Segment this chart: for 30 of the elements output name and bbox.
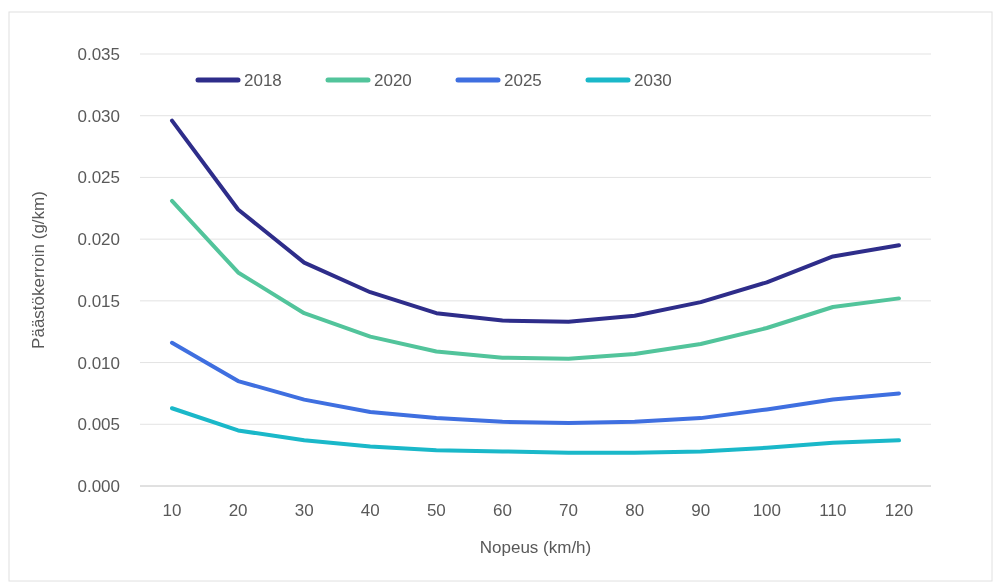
legend-label: 2025 — [504, 70, 542, 90]
y-tick-label: 0.020 — [77, 230, 120, 250]
x-tick-label: 110 — [819, 501, 847, 520]
line-series — [170, 406, 901, 455]
y-tick-label: 0.000 — [77, 476, 120, 496]
x-tick-label: 10 — [162, 501, 182, 520]
y-tick-label: 0.030 — [77, 106, 120, 126]
y-tick-label: 0.015 — [77, 291, 120, 311]
x-tick-label: 60 — [492, 501, 512, 520]
x-tick-label: 70 — [559, 501, 579, 520]
x-tick-label: 90 — [691, 501, 711, 520]
y-tick-label: 0.035 — [77, 44, 120, 64]
x-axis-title: Nopeus (km/h) — [479, 538, 592, 557]
x-tick-label: 40 — [360, 501, 380, 520]
line-series — [170, 340, 901, 426]
y-tick-label: 0.025 — [77, 168, 120, 188]
x-tick-label: 120 — [884, 501, 914, 520]
legend-label: 2030 — [634, 70, 672, 90]
x-tick-label: 80 — [625, 501, 645, 520]
x-tick-label: 100 — [752, 501, 782, 520]
line-series — [170, 118, 901, 324]
y-tick-label: 0.010 — [77, 353, 120, 373]
legend-label: 2020 — [374, 70, 412, 90]
legend-label: 2018 — [244, 70, 282, 90]
x-tick-label: 30 — [294, 501, 314, 520]
line-series — [170, 198, 901, 361]
x-tick-label: 20 — [228, 501, 248, 520]
y-axis-title: Päästökerroin (g/km) — [29, 191, 48, 349]
y-tick-label: 0.005 — [77, 415, 120, 435]
x-tick-label: 50 — [426, 501, 446, 520]
